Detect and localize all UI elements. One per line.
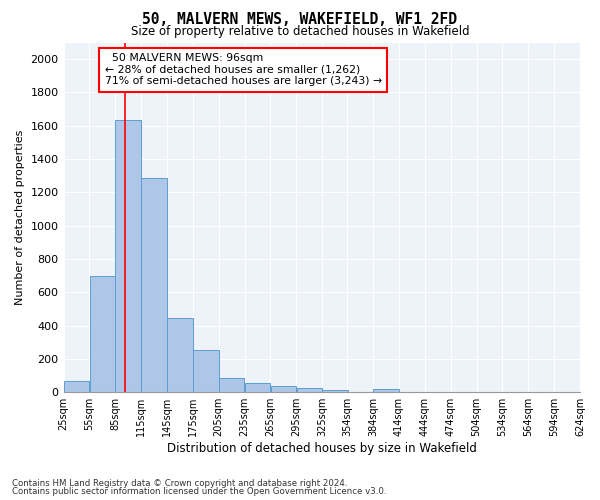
Bar [142, 178, 167, 392]
Text: Size of property relative to detached houses in Wakefield: Size of property relative to detached ho… [131, 25, 469, 38]
Y-axis label: Number of detached properties: Number of detached properties [15, 130, 25, 305]
Bar [245, 383, 270, 392]
Bar [322, 390, 348, 392]
Bar [373, 389, 399, 392]
Bar [167, 318, 193, 392]
Bar [271, 386, 296, 392]
Text: Contains HM Land Registry data © Crown copyright and database right 2024.: Contains HM Land Registry data © Crown c… [12, 478, 347, 488]
Bar [64, 382, 89, 392]
Bar [115, 120, 141, 392]
X-axis label: Distribution of detached houses by size in Wakefield: Distribution of detached houses by size … [167, 442, 477, 455]
Bar [219, 378, 244, 392]
Text: Contains public sector information licensed under the Open Government Licence v3: Contains public sector information licen… [12, 487, 386, 496]
Text: 50, MALVERN MEWS, WAKEFIELD, WF1 2FD: 50, MALVERN MEWS, WAKEFIELD, WF1 2FD [143, 12, 458, 28]
Bar [89, 276, 115, 392]
Bar [296, 388, 322, 392]
Bar [193, 350, 218, 392]
Text: 50 MALVERN MEWS: 96sqm
← 28% of detached houses are smaller (1,262)
71% of semi-: 50 MALVERN MEWS: 96sqm ← 28% of detached… [105, 53, 382, 86]
